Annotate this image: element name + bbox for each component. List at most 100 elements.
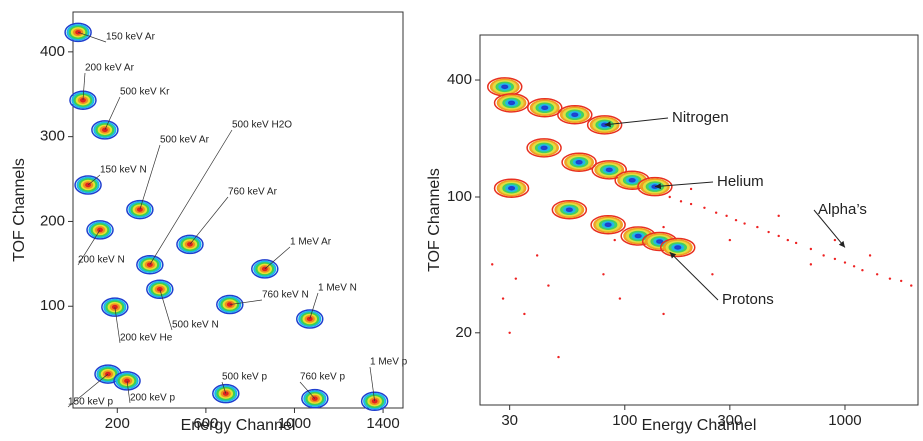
- annotation: Helium: [717, 173, 764, 190]
- contour-ring: [507, 100, 516, 106]
- scatter-point: [767, 230, 770, 234]
- cluster-label: 500 keV Ar: [160, 135, 210, 146]
- cluster-label: 500 keV p: [222, 372, 267, 383]
- contour-ring: [301, 388, 329, 409]
- y-tick-label: 100: [447, 188, 472, 205]
- scatter-point: [833, 238, 837, 242]
- contour-ring: [212, 383, 240, 404]
- contour-ring: [526, 97, 563, 118]
- x-tick-label: 600: [193, 415, 218, 432]
- leader-line: [229, 299, 263, 305]
- contour-ring: [541, 105, 549, 110]
- cluster-label: 150 keV p: [68, 397, 113, 408]
- contour-ring: [146, 279, 174, 300]
- scatter-point: [861, 268, 864, 272]
- annotation-arrow: [654, 181, 714, 188]
- scatter-point: [514, 277, 518, 280]
- cluster-label: 760 keV N: [262, 290, 309, 301]
- leader-line: [221, 381, 227, 394]
- scatter-point: [777, 214, 780, 218]
- contour-ring: [561, 152, 597, 172]
- scatter-point: [809, 263, 813, 266]
- contour-ring: [605, 167, 613, 173]
- scatter-point: [833, 257, 837, 261]
- contour-ring: [64, 22, 92, 43]
- cluster-label: 760 keV p: [300, 372, 345, 383]
- contour-ring: [586, 115, 623, 135]
- scatter-point: [501, 297, 505, 300]
- arrow-head: [838, 240, 845, 248]
- leader-line: [139, 144, 161, 210]
- plot-frame: [479, 34, 919, 406]
- y-tick-label: 20: [455, 324, 472, 341]
- scatter-point: [668, 195, 671, 199]
- cluster-label: 150 keV N: [100, 165, 147, 176]
- scatter-point: [662, 312, 665, 316]
- annotation-arrow: [604, 117, 669, 126]
- contour-ring: [493, 178, 530, 198]
- x-tick-label: 300: [717, 412, 742, 429]
- cluster-label: 500 keV Kr: [120, 87, 170, 98]
- contour-ring: [216, 294, 244, 315]
- contour-ring: [565, 207, 573, 212]
- contour-cluster: [557, 105, 593, 125]
- x-axis-title: Energy Channel: [181, 417, 296, 434]
- arrow-head: [669, 252, 677, 259]
- scatter-point: [613, 238, 616, 242]
- cluster-label: 760 keV Ar: [228, 187, 278, 198]
- scatter-point: [809, 247, 813, 251]
- leader-line: [87, 174, 101, 186]
- contour-ring: [591, 160, 627, 180]
- scatter-point: [508, 331, 511, 334]
- scatter-point: [910, 284, 913, 287]
- scatter-point: [689, 187, 693, 191]
- contour-ring: [176, 234, 204, 255]
- scatter-point: [491, 263, 494, 266]
- leader-line: [369, 366, 375, 402]
- leader-line: [82, 72, 86, 101]
- scatter-point: [602, 273, 605, 276]
- cluster-label: 1 MeV p: [370, 357, 408, 368]
- x-tick-label: 200: [105, 415, 130, 432]
- y-tick-label: 200: [40, 212, 65, 229]
- cluster-label: 200 keV He: [120, 333, 173, 344]
- contour-cluster: [591, 160, 627, 180]
- cluster-label: 500 keV N: [172, 320, 219, 331]
- scatter-point: [703, 206, 706, 209]
- cluster-label: 150 keV Ar: [106, 32, 156, 43]
- x-tick-label: 30: [501, 412, 518, 429]
- scatter-point: [875, 273, 879, 276]
- scatter-point: [728, 238, 732, 242]
- scatter-point: [734, 218, 738, 222]
- scatter-point: [714, 211, 718, 214]
- scatter-point: [557, 355, 560, 359]
- x-axis-title: Energy Channel: [642, 417, 757, 434]
- cluster-label: 1 MeV N: [318, 283, 357, 294]
- contour-cluster: [94, 364, 122, 384]
- annotation-arrow: [669, 251, 719, 301]
- contour-ring: [526, 138, 562, 158]
- scatter-point: [756, 225, 759, 229]
- contour-ring: [634, 233, 642, 239]
- leader-line: [77, 32, 107, 43]
- leader-line: [189, 196, 229, 245]
- cluster-label: 200 keV N: [78, 255, 125, 266]
- contour-ring: [501, 84, 509, 90]
- leader-line: [126, 380, 131, 404]
- scatter-point: [679, 200, 683, 203]
- contour-ring: [97, 227, 103, 233]
- contour-cluster: [493, 178, 530, 198]
- cluster-label: 1 MeV Ar: [290, 237, 332, 248]
- scatter-point: [743, 222, 746, 225]
- contour-cluster: [212, 383, 240, 404]
- contour-ring: [69, 90, 97, 110]
- annotation: Nitrogen: [672, 109, 729, 126]
- arrow-head: [654, 183, 662, 190]
- arrow-head: [604, 121, 611, 128]
- contour-ring: [360, 391, 389, 411]
- leader-line: [309, 292, 319, 320]
- leader-line: [67, 373, 109, 408]
- contour-ring: [637, 176, 673, 197]
- contour-cluster: [561, 152, 597, 172]
